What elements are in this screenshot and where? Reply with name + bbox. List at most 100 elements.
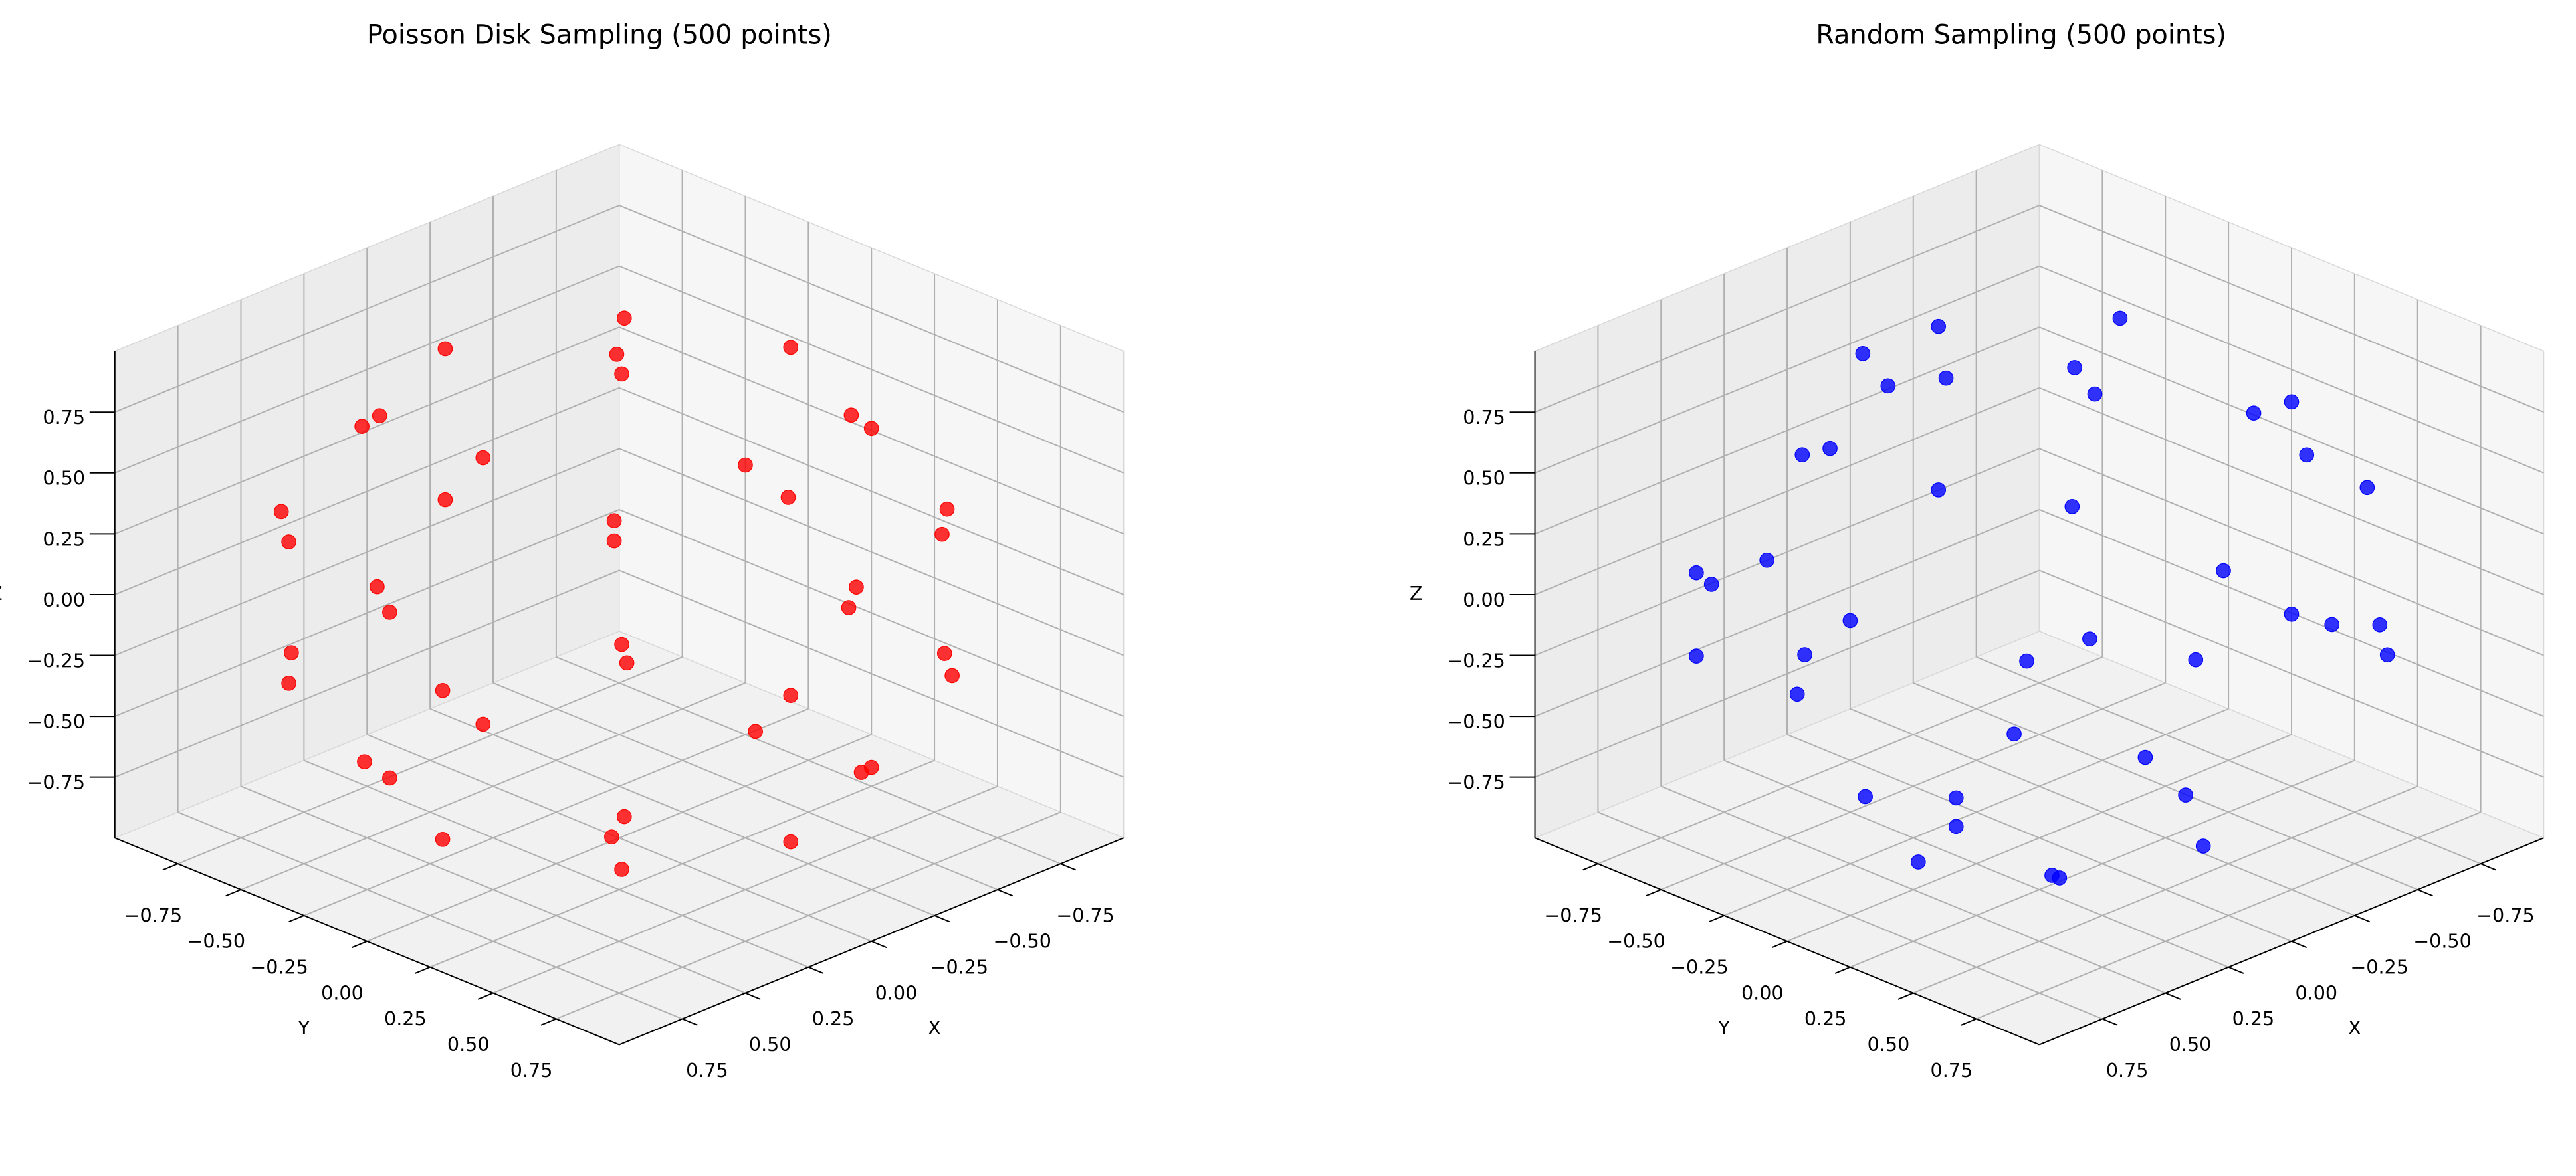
- subplot: Random Sampling (500 points)−0.75−0.50−0…: [1410, 20, 2545, 1082]
- chart-title: Random Sampling (500 points): [1816, 20, 2226, 50]
- y-tick-label: −0.25: [250, 955, 308, 978]
- point: [1855, 346, 1871, 361]
- point: [2284, 394, 2300, 410]
- point: [1931, 318, 1947, 334]
- point: [606, 533, 622, 549]
- point: [2216, 563, 2231, 579]
- point: [604, 829, 619, 844]
- point: [738, 457, 753, 473]
- point: [475, 716, 491, 732]
- x-tick-label: −0.75: [2476, 904, 2535, 927]
- point: [1948, 819, 1964, 834]
- tick-mark: [2101, 1018, 2118, 1026]
- x-axis-line: [619, 837, 1125, 1046]
- z-tick-label: −0.75: [27, 771, 86, 794]
- grid-line: [114, 265, 620, 474]
- x-axis-label: X: [2348, 1017, 2361, 1039]
- point: [2299, 447, 2315, 463]
- point: [1842, 613, 1858, 629]
- point: [1689, 648, 1704, 664]
- z-tick-label: −0.25: [27, 649, 86, 672]
- x-tick-label: −0.25: [930, 955, 989, 978]
- point: [853, 765, 869, 780]
- point: [1789, 686, 1805, 702]
- y-tick-label: −0.25: [1670, 955, 1729, 978]
- x-tick-label: 0.50: [749, 1033, 792, 1056]
- point: [1880, 378, 1896, 394]
- point: [2067, 360, 2082, 375]
- grid-line: [1535, 569, 2040, 778]
- point: [284, 645, 299, 660]
- grid-line: [1913, 785, 2418, 994]
- z-tick-label: 0.00: [1463, 589, 1505, 611]
- x-tick-label: 0.75: [686, 1059, 728, 1082]
- x-tick-label: −0.50: [993, 930, 1051, 953]
- y-tick-label: 0.25: [1804, 1007, 1847, 1030]
- x-tick-label: 0.50: [2169, 1033, 2212, 1056]
- point: [863, 421, 879, 437]
- tick-mark: [997, 889, 1014, 897]
- grid-line: [492, 785, 998, 994]
- z-tick-label: 0.75: [1463, 406, 1505, 429]
- grid-line: [619, 387, 1125, 595]
- tick-mark: [288, 914, 304, 923]
- grid-line: [619, 448, 1125, 656]
- point: [936, 646, 952, 661]
- grid-line: [619, 205, 1125, 413]
- z-axis-label: Z: [0, 582, 3, 605]
- grid-line: [114, 508, 620, 717]
- point: [1822, 441, 1838, 456]
- tick-mark: [540, 1018, 557, 1026]
- point: [437, 492, 453, 508]
- grid-line: [1535, 387, 2040, 595]
- grid-line: [114, 205, 620, 413]
- y-tick-label: 0.75: [510, 1059, 553, 1082]
- point: [606, 513, 622, 528]
- point: [437, 341, 453, 357]
- point: [1911, 854, 1926, 870]
- tick-mark: [1708, 914, 1725, 923]
- tick-mark: [682, 1018, 698, 1026]
- grid-line: [619, 569, 1125, 778]
- grid-line: [241, 682, 746, 890]
- y-axis-line: [114, 837, 620, 1046]
- point: [1794, 447, 1810, 462]
- point: [281, 676, 296, 691]
- grid-line: [1598, 656, 2103, 865]
- point: [841, 600, 857, 615]
- point: [617, 310, 632, 326]
- point: [2064, 499, 2080, 514]
- point: [2019, 653, 2034, 669]
- z-tick-label: −0.50: [1447, 710, 1505, 733]
- grid-line: [2039, 569, 2544, 778]
- grid-line: [114, 448, 620, 656]
- grid-line: [1535, 326, 2040, 535]
- point: [849, 579, 864, 595]
- chart-title: Poisson Disk Sampling (500 points): [367, 20, 832, 50]
- point: [783, 340, 799, 355]
- point: [843, 407, 859, 423]
- grid-line: [1535, 448, 2040, 656]
- point: [2052, 870, 2068, 886]
- point: [1938, 370, 1954, 386]
- tick-mark: [1646, 889, 1662, 897]
- x-tick-label: 0.75: [2106, 1059, 2149, 1082]
- grid-line: [114, 569, 620, 778]
- point: [2372, 617, 2388, 633]
- point: [1931, 482, 1947, 498]
- point: [2246, 405, 2262, 421]
- point: [372, 408, 387, 424]
- x-axis-label: X: [928, 1017, 941, 1039]
- y-tick-label: −0.75: [124, 904, 183, 927]
- x-tick-label: −0.75: [1056, 904, 1115, 927]
- grid-line: [366, 734, 872, 942]
- grid-line: [1660, 682, 2166, 890]
- point: [2006, 726, 2022, 741]
- tick-mark: [807, 966, 824, 974]
- y-tick-label: 0.00: [1741, 981, 1784, 1004]
- tick-mark: [2354, 914, 2371, 923]
- y-tick-label: 0.50: [447, 1033, 490, 1056]
- x-tick-label: −0.50: [2413, 930, 2472, 953]
- point: [2137, 749, 2153, 765]
